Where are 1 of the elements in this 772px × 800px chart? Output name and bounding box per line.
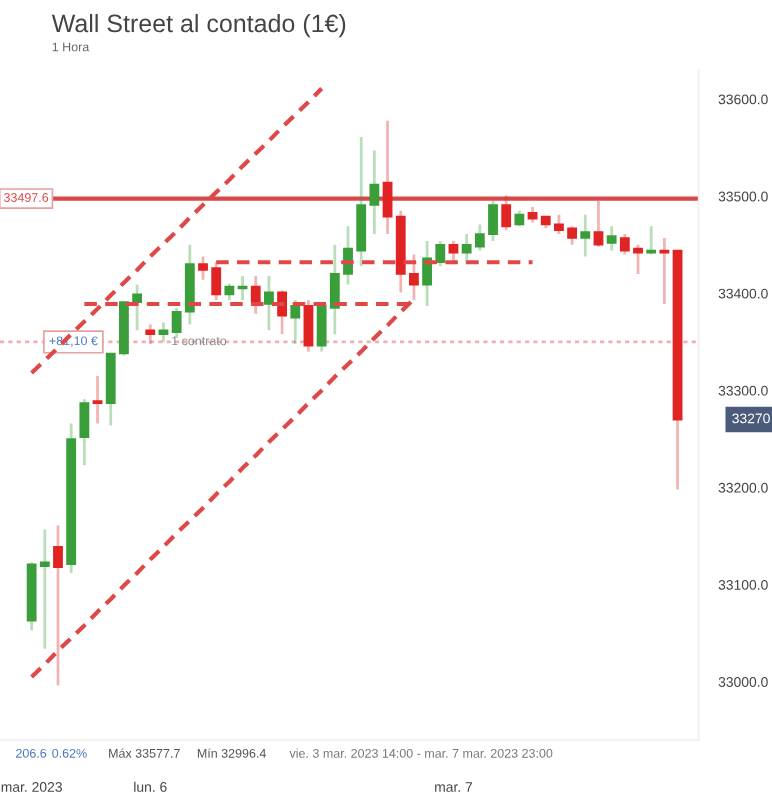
chart-title: Wall Street al contado (1€): [51, 13, 346, 38]
